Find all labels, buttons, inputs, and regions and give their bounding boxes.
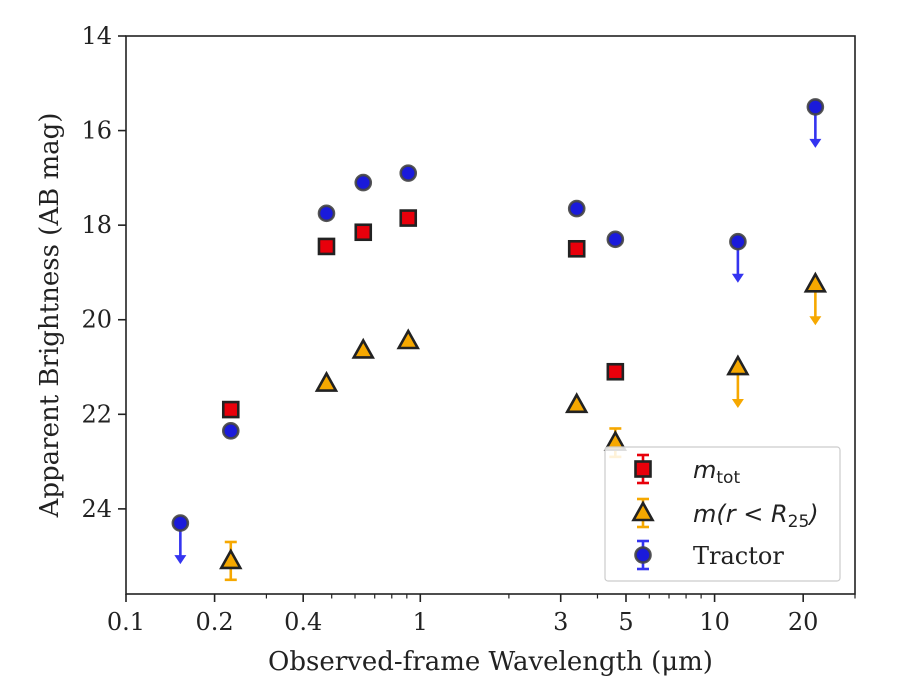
mtot-point — [221, 400, 240, 419]
legend: mtot m(r < R25) Tractor — [604, 446, 841, 582]
tractor-point — [729, 232, 747, 251]
tractor-point — [806, 98, 825, 116]
x-tick-label: 3 — [553, 608, 568, 636]
y-tick-label: 16 — [81, 117, 112, 145]
mtot-point — [567, 239, 586, 258]
legend-tractor-marker — [634, 546, 652, 564]
tractor-point — [606, 230, 625, 249]
r25-point — [564, 392, 589, 414]
tractor-point — [221, 422, 240, 440]
legend-box — [604, 446, 841, 582]
legend-r25-label: m(r < R25) — [693, 500, 819, 532]
tractor-point — [171, 514, 190, 532]
tractor-limit-arrow-head — [809, 138, 822, 148]
tractor-limit-arrow-head — [731, 273, 744, 283]
series-mtot — [221, 209, 625, 419]
r25-point — [219, 548, 243, 570]
r25-point — [314, 370, 339, 392]
legend-tractor-label: Tractor — [693, 542, 784, 570]
tick-layer: 0.1 0.2 0.4 1 3 5 10 20 14 16 18 20 22 24 — [81, 22, 856, 636]
x-tick-label: 20 — [788, 608, 819, 636]
x-tick-label: 0.1 — [107, 608, 145, 636]
r25-point — [726, 354, 750, 376]
series-tractor — [171, 98, 825, 565]
r25-limit-arrow-head — [809, 316, 822, 326]
y-tick-label: 22 — [81, 400, 112, 428]
mtot-point — [317, 237, 336, 256]
r25-point — [351, 337, 375, 359]
x-axis-label: Observed-frame Wavelength (μm) — [268, 647, 713, 677]
r25-point — [803, 271, 828, 293]
r25-limit-arrow-head — [731, 399, 744, 409]
y-tick-label: 18 — [81, 211, 112, 239]
y-tick-label: 20 — [81, 306, 112, 334]
x-tick-label: 5 — [618, 608, 633, 636]
y-tick-label: 14 — [81, 22, 112, 50]
x-tick-label: 0.4 — [284, 608, 322, 636]
y-tick-label: 24 — [81, 495, 112, 523]
tractor-limit-arrow-head — [174, 555, 187, 565]
mtot-point — [354, 223, 373, 242]
tractor-point — [399, 164, 418, 182]
plot-frame — [125, 35, 856, 595]
mtot-point — [399, 209, 418, 227]
x-tick-label: 0.2 — [196, 608, 234, 636]
tractor-point — [317, 204, 336, 223]
legend-r25-marker — [631, 500, 655, 522]
legend-mtot-marker — [634, 460, 652, 478]
data-layer — [171, 98, 828, 582]
tractor-point — [567, 199, 586, 218]
legend-mtot-label: mtot — [693, 456, 740, 488]
x-tick-label: 10 — [699, 608, 730, 636]
y-axis-label: Apparent Brightness (AB mag) — [35, 113, 65, 519]
tractor-point — [354, 173, 373, 192]
x-tick-label: 1 — [413, 608, 428, 636]
r25-point — [396, 328, 420, 350]
mtot-point — [606, 362, 625, 381]
